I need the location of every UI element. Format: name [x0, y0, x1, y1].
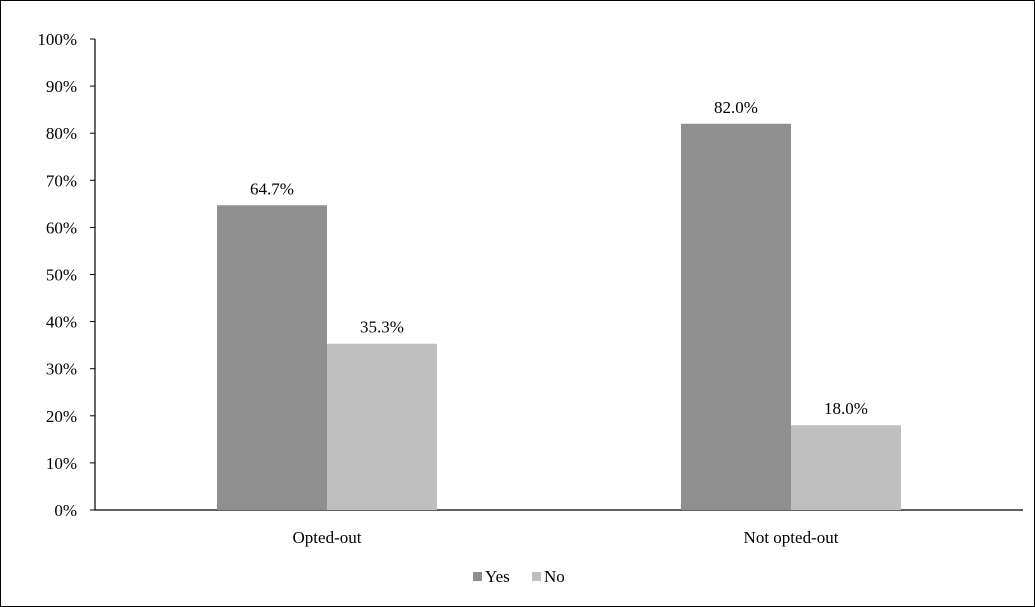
- category-label: Opted-out: [293, 528, 362, 547]
- legend: Yes No: [473, 567, 565, 586]
- y-tick-label: 0%: [54, 501, 77, 520]
- bar-yes-0: [217, 205, 327, 510]
- y-tick-label: 10%: [46, 454, 77, 473]
- legend-swatch-no: [532, 572, 541, 581]
- y-tick-label: 20%: [46, 407, 77, 426]
- legend-swatch-yes: [473, 572, 482, 581]
- y-tick-label: 60%: [46, 218, 77, 237]
- bar-no-1: [791, 425, 901, 510]
- data-label: 64.7%: [250, 179, 294, 198]
- y-tick-label: 80%: [46, 124, 77, 143]
- category-labels: Opted-out Not opted-out: [293, 528, 839, 547]
- bar-no-0: [327, 343, 437, 510]
- data-label: 35.3%: [360, 318, 404, 337]
- y-tick-labels: 0% 10% 20% 30% 40% 50% 60% 70% 80% 90% 100%: [37, 30, 95, 520]
- y-tick-label: 90%: [46, 77, 77, 96]
- legend-label-no: No: [544, 567, 565, 586]
- data-labels: 64.7% 35.3% 82.0% 18.0%: [250, 98, 868, 418]
- bar-yes-1: [681, 123, 791, 510]
- y-tick-label: 70%: [46, 171, 77, 190]
- data-label: 18.0%: [824, 399, 868, 418]
- y-tick-label: 30%: [46, 360, 77, 379]
- data-label: 82.0%: [714, 98, 758, 117]
- y-tick-label: 50%: [46, 266, 77, 285]
- bars: [217, 123, 901, 510]
- y-tick-label: 40%: [46, 313, 77, 332]
- y-tick-label: 100%: [37, 30, 77, 49]
- legend-label-yes: Yes: [485, 567, 510, 586]
- category-label: Not opted-out: [744, 528, 839, 547]
